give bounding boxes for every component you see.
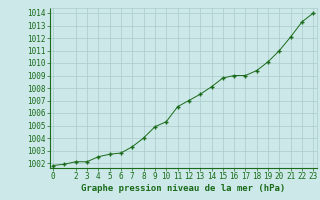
X-axis label: Graphe pression niveau de la mer (hPa): Graphe pression niveau de la mer (hPa) [81, 184, 285, 193]
